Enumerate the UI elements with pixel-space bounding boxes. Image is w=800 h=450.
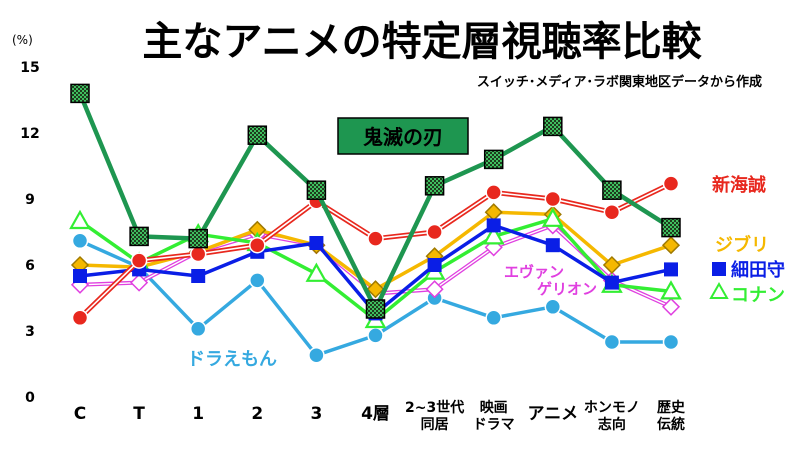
series-point xyxy=(664,262,678,277)
series-point xyxy=(70,83,90,104)
x-tick-label: T xyxy=(133,404,145,424)
series-point xyxy=(661,217,681,238)
x-tick-label: ドラマ xyxy=(473,417,515,433)
series-point xyxy=(129,226,149,247)
hosoda-legend-marker xyxy=(712,262,726,276)
series-point xyxy=(130,252,148,269)
series-point xyxy=(367,327,384,344)
series-point xyxy=(365,299,386,319)
x-tick-label: 1 xyxy=(192,404,204,424)
x-tick-label: 映画 xyxy=(480,400,508,416)
series-point xyxy=(662,175,680,192)
series-point xyxy=(545,238,560,253)
series-7 xyxy=(70,83,681,319)
y-axis-unit: (%) xyxy=(12,33,33,47)
series-point xyxy=(425,280,444,299)
series-point xyxy=(604,275,619,290)
eva-label-line1: エヴァン xyxy=(504,263,564,281)
series-point xyxy=(541,207,564,227)
series-point xyxy=(308,346,325,364)
series-point xyxy=(305,262,328,282)
series-point xyxy=(660,280,682,300)
x-tick-label: 4層 xyxy=(361,404,390,424)
series-point xyxy=(249,236,266,254)
series-point xyxy=(367,230,384,247)
series-point xyxy=(661,236,681,255)
y-tick-label: 12 xyxy=(20,126,39,142)
y-tick-label: 0 xyxy=(25,390,35,406)
ghibli-label: ジブリ xyxy=(715,234,769,256)
kimetsu-label: 鬼滅の刃 xyxy=(363,125,443,149)
series-point xyxy=(485,184,502,201)
kimetsu-label-box xyxy=(337,117,469,155)
series-point xyxy=(426,223,443,241)
plot-area xyxy=(69,83,682,364)
series-point xyxy=(485,309,502,327)
series-point xyxy=(130,273,149,292)
series-point xyxy=(482,225,505,245)
x-tick-label: 2 xyxy=(251,404,263,424)
series-point xyxy=(249,272,266,289)
series-point xyxy=(189,245,207,263)
series-point xyxy=(69,209,91,230)
series-point xyxy=(544,298,562,316)
series-point xyxy=(73,269,87,283)
series-point xyxy=(602,255,621,275)
series-point xyxy=(544,190,562,208)
doraemon-label: ドラえもん xyxy=(187,349,277,370)
series-point xyxy=(247,125,268,145)
conan-legend-marker xyxy=(709,281,729,299)
series-point xyxy=(602,180,622,200)
x-tick-label: アニメ xyxy=(527,404,578,424)
chart-title: 主なアニメの特定層視聴率比較 xyxy=(142,19,702,65)
y-axis-ticks: 0 3 6 9 12 15 xyxy=(20,60,39,406)
series-point xyxy=(603,333,621,351)
x-tick-label: 同居 xyxy=(421,417,449,433)
x-tick-label: ホンモノ xyxy=(584,400,640,416)
series-point xyxy=(424,176,445,196)
series-6 xyxy=(71,175,680,327)
y-tick-label: 9 xyxy=(25,192,35,208)
series-point xyxy=(486,218,501,233)
shinkai-label: 新海誠 xyxy=(712,174,766,196)
eva-label-line2: ゲリオン xyxy=(537,280,597,298)
series-point xyxy=(483,149,504,170)
series-point xyxy=(71,309,89,327)
y-tick-label: 15 xyxy=(20,60,39,76)
series-point xyxy=(191,269,206,283)
series-point xyxy=(366,280,385,299)
series-point xyxy=(543,116,563,137)
y-tick-label: 3 xyxy=(25,324,35,340)
y-tick-label: 6 xyxy=(25,258,35,274)
conan-label: コナン xyxy=(731,285,785,306)
x-tick-label: 歴史 xyxy=(657,400,686,416)
x-tick-label: 2~3世代 xyxy=(405,399,464,416)
series-point xyxy=(188,228,208,249)
x-tick-label: 志向 xyxy=(598,416,626,433)
series-point xyxy=(306,180,327,200)
series-point xyxy=(189,320,207,338)
x-tick-label: C xyxy=(74,404,86,424)
x-tick-label: 3 xyxy=(310,404,322,424)
series-point xyxy=(309,236,324,250)
x-tick-label: 伝統 xyxy=(657,416,685,433)
hosoda-label: 細田守 xyxy=(731,259,785,281)
series-point xyxy=(661,297,681,316)
series-point xyxy=(603,203,621,221)
series-point xyxy=(427,258,442,272)
chart-subtitle: スイッチ･メディア･ラボ関東地区データから作成 xyxy=(477,74,762,90)
series-point xyxy=(71,232,89,250)
series-point xyxy=(662,333,680,351)
